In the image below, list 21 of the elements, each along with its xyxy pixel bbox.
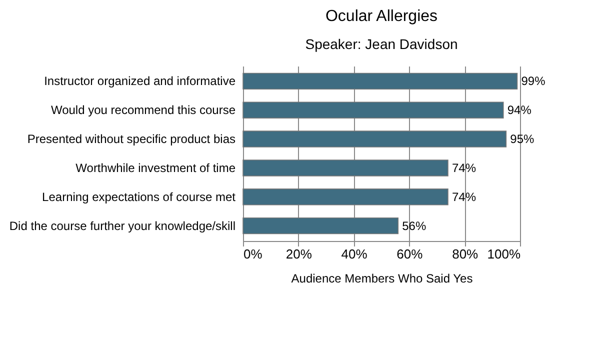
data-label: 56%: [402, 218, 426, 233]
y-tick-label: Presented without specific product bias: [27, 132, 236, 146]
y-tick-label: Did the course further your knowledge/skill: [9, 218, 236, 233]
x-tick-label: 0%: [244, 246, 263, 262]
x-tick-label: 100%: [487, 246, 521, 262]
data-label: 99%: [521, 74, 546, 88]
x-tick-label: 80%: [452, 246, 479, 262]
y-tick-label: Instructor organized and informative: [44, 74, 236, 88]
y-tick-label: Would you recommend this course: [50, 103, 236, 118]
x-tick-label: 40%: [341, 246, 368, 262]
x-tick-label: 20%: [286, 246, 312, 262]
chart-title: Ocular Allergies: [325, 8, 438, 25]
data-label: 74%: [452, 190, 476, 204]
y-tick-label: Learning expectations of course met: [42, 190, 236, 204]
data-label: 94%: [507, 103, 532, 118]
chart-subtitle: Speaker: Jean Davidson: [305, 36, 458, 52]
data-label: 74%: [452, 160, 476, 175]
data-label: 95%: [510, 132, 534, 146]
y-tick-label: Worthwhile investment of time: [76, 160, 236, 175]
x-axis-title: Audience Members Who Said Yes: [291, 272, 473, 286]
x-tick-label: 60%: [396, 246, 424, 262]
